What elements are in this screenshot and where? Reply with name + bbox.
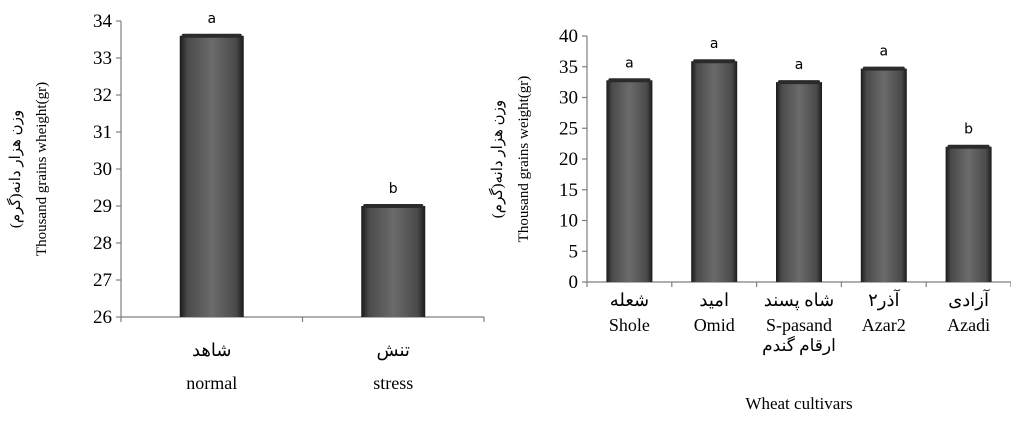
bar [691, 59, 738, 283]
significance-label: a [710, 36, 719, 52]
y-tick-label: 10 [559, 211, 578, 232]
category-label-fa: تنش [377, 340, 410, 361]
category-label-fa: شعله [610, 290, 649, 310]
y-tick-label: 30 [93, 159, 112, 180]
category-label-en: Azar2 [862, 315, 906, 335]
y-tick-label: 20 [559, 149, 578, 170]
category-label-fa: آذر۲ [868, 289, 900, 311]
bar-body [606, 80, 653, 282]
significance-label: a [207, 11, 216, 27]
significance-label: a [795, 57, 804, 73]
y-tick-label: 32 [93, 85, 112, 106]
y-tick-label: 5 [569, 241, 579, 262]
bar [361, 204, 426, 317]
y-tick-label: 31 [93, 122, 112, 143]
category-label-en: Omid [694, 315, 735, 335]
significance-label: a [880, 44, 889, 60]
bar [776, 80, 822, 282]
y-tick-label: 15 [559, 180, 578, 201]
bar-cap [608, 78, 651, 83]
category-label-fa: آزادی [948, 289, 990, 311]
y-tick-label: 26 [93, 307, 112, 328]
y-tick-label: 27 [93, 270, 112, 291]
y-tick-label: 25 [559, 118, 578, 139]
bar [606, 78, 653, 282]
bar-body [691, 61, 738, 283]
bar-body [860, 68, 907, 282]
y-axis-title-en: Thousand grains weight(gr) [516, 76, 532, 243]
y-axis-title-fa: وزن هزار دانه(گرم) [488, 100, 506, 218]
category-label-fa: شاهد [192, 340, 232, 360]
y-tick-label: 0 [569, 272, 579, 293]
y-tick-label: 29 [93, 196, 112, 217]
y-axis-title-fa: وزن هزار دانه(گرم) [6, 110, 24, 228]
bar-body [179, 35, 244, 318]
y-tick-label: 34 [93, 11, 113, 32]
category-label-fa: شاه پسند [764, 290, 834, 311]
x-axis-title-fa: ارقام گندم [762, 335, 836, 356]
bar-cap [363, 204, 424, 208]
category-label-en: Azadi [947, 315, 990, 335]
right-chart: 0 5 10 15 20 25 30 35 40 a شعله Shole a امید Omid a شاه … [488, 26, 1011, 413]
category-label-en: normal [186, 373, 237, 393]
y-tick-label: 35 [559, 57, 578, 78]
y-tick-label: 30 [559, 88, 578, 109]
bar-cap [778, 80, 820, 85]
bar-body [776, 82, 822, 282]
bar-cap [862, 66, 905, 71]
bar-cap [181, 33, 242, 38]
bar-cap [693, 59, 736, 64]
category-label-fa: امید [699, 290, 729, 310]
bar-body [945, 146, 992, 282]
y-tick-label: 28 [93, 233, 112, 254]
bar-body [361, 206, 426, 317]
category-label-en: Shole [609, 315, 650, 335]
bar [945, 144, 992, 282]
y-tick-label: 33 [93, 48, 112, 69]
left-chart: 26 27 28 29 30 31 32 33 34 a شاهد normal b تنش stress و… [6, 11, 485, 393]
category-label-en: S-pasand [766, 315, 832, 335]
significance-label: a [625, 55, 634, 71]
bar [179, 33, 244, 318]
bar-cap [947, 144, 990, 149]
bar [860, 66, 907, 282]
category-label-en: stress [373, 373, 413, 393]
significance-label: b [964, 122, 973, 138]
x-axis-title-en: Wheat cultivars [745, 394, 852, 413]
y-axis-title-en: Thousand grains wheight(gr) [34, 82, 50, 256]
y-tick-label: 40 [559, 26, 578, 47]
significance-label: b [389, 181, 398, 197]
